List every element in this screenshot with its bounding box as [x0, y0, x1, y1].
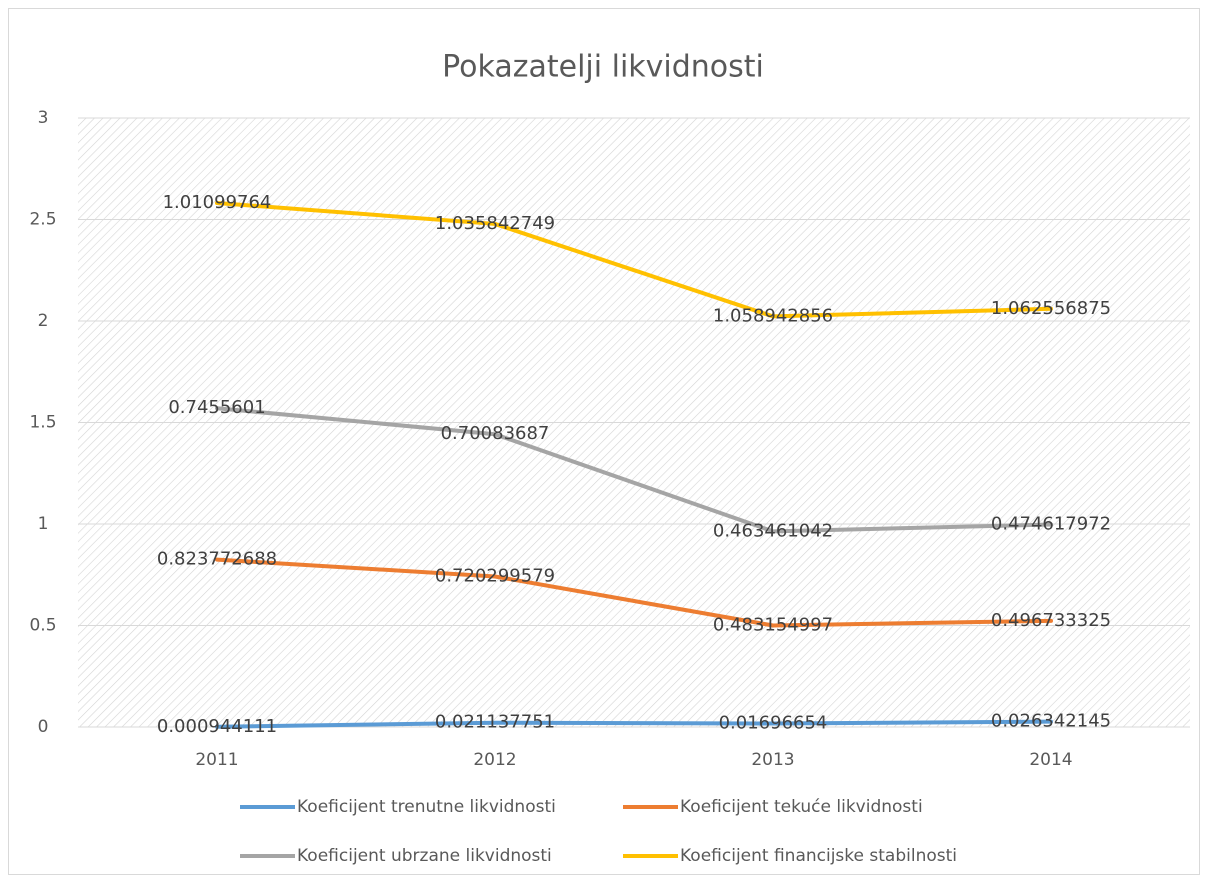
data-label: 1.062556875	[991, 298, 1111, 319]
series-line	[215, 201, 1053, 319]
chart-title: Pokazatelji likvidnosti	[442, 50, 764, 85]
y-tick-label: 1	[38, 514, 49, 534]
x-tick-label: 2012	[473, 750, 516, 770]
data-label: 1.01099764	[163, 192, 272, 213]
data-label: 0.483154997	[713, 614, 833, 635]
data-label: 0.7455601	[168, 397, 265, 418]
legend-text: Koeficijent tekuće likvidnosti	[680, 797, 923, 817]
y-tick-label: 3	[38, 108, 49, 128]
data-label: 0.01696654	[719, 713, 828, 734]
series-line	[215, 406, 1053, 534]
series-line	[215, 719, 1053, 729]
legend-text: Koeficijent ubrzane likvidnosti	[297, 846, 552, 866]
y-tick-label: 0	[38, 717, 49, 737]
data-label: 0.70083687	[441, 423, 550, 444]
data-label: 1.058942856	[713, 305, 833, 326]
x-tick-label: 2014	[1029, 750, 1072, 770]
data-label: 0.463461042	[713, 520, 833, 541]
data-label: 0.026342145	[991, 711, 1111, 732]
data-label: 0.021137751	[435, 712, 555, 733]
data-label: 0.496733325	[991, 610, 1111, 631]
data-label: 0.720299579	[435, 565, 555, 586]
y-tick-label: 0.5	[29, 616, 56, 636]
legend-text: Koeficijent financijske stabilnosti	[680, 846, 957, 866]
data-label: 0.474617972	[991, 513, 1111, 534]
x-tick-label: 2013	[751, 750, 794, 770]
y-tick-label: 2	[38, 311, 49, 331]
legend-text: Koeficijent trenutne likvidnosti	[297, 797, 556, 817]
x-tick-label: 2011	[195, 750, 238, 770]
data-label: 1.035842749	[435, 213, 555, 234]
data-label: 0.000944111	[157, 716, 277, 737]
data-label: 0.823772688	[157, 549, 277, 570]
y-tick-label: 1.5	[29, 413, 56, 433]
y-tick-label: 2.5	[29, 210, 56, 230]
series-line	[215, 557, 1053, 628]
